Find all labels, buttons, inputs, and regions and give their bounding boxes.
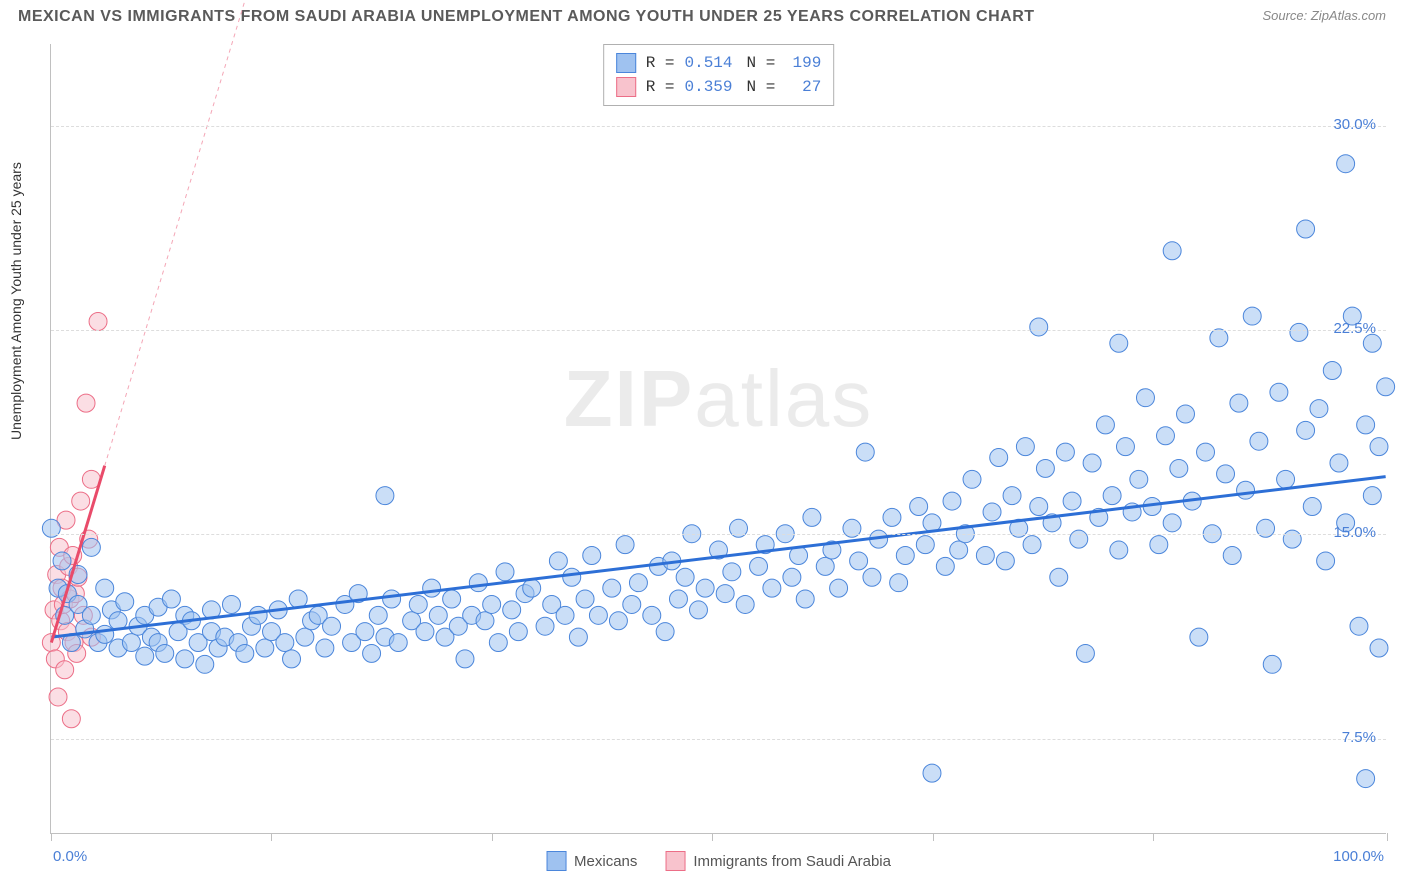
legend-item-saudi: Immigrants from Saudi Arabia [665,851,891,871]
legend-r-label: R = [646,51,675,75]
source-attribution: Source: ZipAtlas.com [1262,8,1386,23]
chart-title: MEXICAN VS IMMIGRANTS FROM SAUDI ARABIA … [18,8,1035,26]
y-tick-label: 7.5% [1342,729,1376,746]
gridline [51,739,1386,740]
x-tick [1153,833,1154,841]
x-tick [933,833,934,841]
legend-r-value-0: 0.514 [685,51,737,75]
y-tick-label: 22.5% [1333,320,1376,337]
legend-n-value-0: 199 [785,51,821,75]
y-axis-label: Unemployment Among Youth under 25 years [8,162,24,440]
legend-swatch-pink-icon [665,851,685,871]
legend-row-mexicans: R = 0.514 N = 199 [616,51,822,75]
legend-item-mexicans: Mexicans [546,851,637,871]
x-tick [712,833,713,841]
legend-swatch-blue-icon [546,851,566,871]
gridline [51,534,1386,535]
legend-label-saudi: Immigrants from Saudi Arabia [693,853,891,870]
legend-swatch-pink [616,77,636,97]
gridline [51,330,1386,331]
series-legend: Mexicans Immigrants from Saudi Arabia [546,851,891,871]
legend-n-label: N = [747,51,776,75]
legend-r-value-1: 0.359 [685,75,737,99]
legend-label-mexicans: Mexicans [574,853,637,870]
scatter-svg [51,44,1386,833]
x-tick-label-left: 0.0% [53,848,87,865]
x-tick [492,833,493,841]
legend-row-saudi: R = 0.359 N = 27 [616,75,822,99]
y-tick-label: 15.0% [1333,524,1376,541]
chart-plot-area: ZIPatlas R = 0.514 N = 199 R = 0.359 N =… [50,44,1386,834]
legend-r-label: R = [646,75,675,99]
x-tick-label-right: 100.0% [1333,848,1384,865]
gridline [51,126,1386,127]
legend-swatch-blue [616,53,636,73]
correlation-legend: R = 0.514 N = 199 R = 0.359 N = 27 [603,44,835,106]
x-tick [271,833,272,841]
x-tick [1387,833,1388,841]
legend-n-value-1: 27 [785,75,821,99]
legend-n-label: N = [747,75,776,99]
y-tick-label: 30.0% [1333,116,1376,133]
x-tick [51,833,52,841]
